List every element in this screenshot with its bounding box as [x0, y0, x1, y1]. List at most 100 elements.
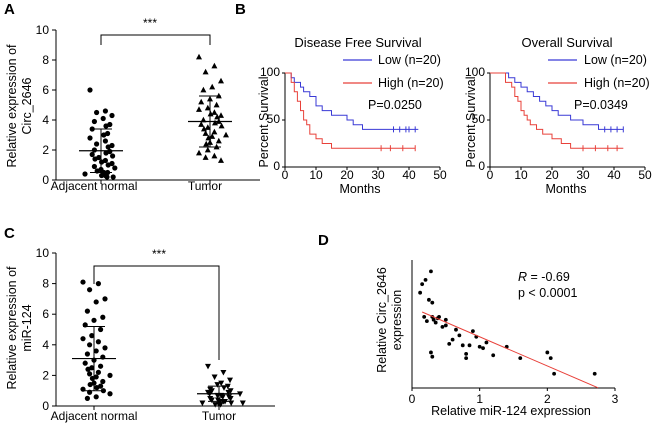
data-point [100, 115, 106, 122]
data-point [105, 144, 111, 150]
y-tick-label: 0 [478, 159, 485, 173]
x-tick-label: 40 [402, 168, 416, 182]
data-point [427, 297, 431, 302]
data-point [87, 381, 93, 388]
data-point [95, 369, 101, 375]
panel-d-r-symbol: R [518, 270, 527, 284]
data-point [196, 106, 202, 112]
data-point [218, 380, 225, 387]
y-tick-label: 0 [273, 159, 280, 173]
data-point [84, 351, 90, 357]
panel-letter-b: B [235, 1, 246, 18]
data-point [205, 363, 211, 370]
data-point [447, 342, 452, 346]
panel-letter-a: A [4, 1, 15, 18]
data-point [93, 299, 99, 305]
panel-d-r-number: = -0.69 [527, 270, 570, 284]
x-tick-label: 1 [476, 392, 483, 406]
data-point [198, 121, 205, 127]
y-tick-label: 2 [42, 368, 49, 382]
data-point [107, 372, 113, 378]
y-tick-label: 4 [42, 113, 49, 127]
data-point [204, 124, 211, 130]
y-tick-label: 8 [42, 277, 49, 291]
panel-d-ylabel-line2: expression [390, 290, 404, 350]
data-point [211, 109, 218, 115]
data-point [105, 162, 111, 168]
data-point [211, 374, 218, 381]
data-point [454, 327, 458, 332]
y-tick-label: 6 [42, 83, 49, 97]
panel-d-pvalue: p < 0.0001 [518, 286, 577, 300]
data-point [214, 113, 221, 120]
data-point [202, 154, 209, 160]
data-point [196, 149, 202, 156]
panel-b-dfs-title: Disease Free Survival [294, 35, 421, 50]
panel-b-os-ylabel: Percent Survival [464, 76, 478, 167]
panel-c-ylabel-line2: miR-124 [20, 304, 34, 351]
data-point [87, 342, 93, 348]
panel-d-xlabel: Relative miR-124 expression [431, 404, 591, 418]
data-point [545, 350, 550, 355]
panel-b-dfs-pvalue: P=0.0250 [368, 98, 422, 112]
regression-line [421, 311, 599, 389]
x-tick-label: 10 [514, 168, 528, 182]
x-tick-label: 3 [612, 392, 619, 406]
data-point [228, 400, 235, 407]
data-point [84, 395, 90, 401]
x-tick-label: 20 [340, 168, 354, 182]
data-point [491, 353, 496, 358]
data-point [95, 281, 101, 287]
data-point [423, 278, 428, 282]
data-point [110, 174, 116, 180]
data-point [227, 377, 233, 384]
panel-a-significance: *** [143, 16, 157, 30]
panel-c-ylabel-line1: Relative expression of [5, 266, 19, 390]
data-point [93, 394, 99, 400]
data-point [101, 132, 107, 138]
data-point [424, 319, 429, 324]
data-point [552, 371, 556, 376]
data-point [429, 269, 433, 274]
data-point [203, 140, 210, 147]
data-point [94, 109, 100, 116]
data-point [211, 62, 218, 69]
data-point [95, 339, 101, 345]
data-point [460, 343, 465, 348]
data-point [98, 326, 104, 333]
data-point [433, 320, 438, 325]
panel-a-ylabel-line2: Circ_2646 [20, 77, 34, 134]
data-point [437, 314, 441, 319]
data-point [89, 333, 95, 339]
x-tick-label: 10 [309, 168, 323, 182]
data-point [80, 336, 86, 342]
x-tick-label: 2 [544, 392, 551, 406]
panel-letter-d: D [318, 232, 329, 249]
data-point [218, 112, 224, 118]
y-tick-label: 50 [267, 112, 281, 126]
data-point [91, 118, 97, 125]
data-point [223, 131, 229, 138]
data-point [107, 391, 113, 397]
panel-a-ylabel-line1: Relative expression of [5, 44, 19, 168]
significance-bracket [100, 34, 211, 45]
data-point [219, 394, 226, 401]
data-point [212, 119, 218, 126]
data-point [202, 130, 209, 136]
x-tick-label: 40 [607, 168, 621, 182]
data-point [198, 98, 205, 105]
data-point [217, 402, 224, 408]
data-point [239, 400, 246, 407]
data-point [592, 371, 597, 376]
significance-bracket [93, 265, 220, 360]
panel-c-xtick-tumor: Tumor [202, 409, 236, 423]
data-point [221, 385, 227, 391]
data-point [450, 337, 455, 342]
data-point [227, 395, 234, 402]
panel-b-dfs-xlabel: Months [340, 182, 381, 196]
data-point [440, 324, 445, 329]
data-point [204, 104, 211, 111]
data-point [418, 290, 423, 295]
y-tick-label: 6 [42, 307, 49, 321]
data-point [429, 350, 433, 355]
